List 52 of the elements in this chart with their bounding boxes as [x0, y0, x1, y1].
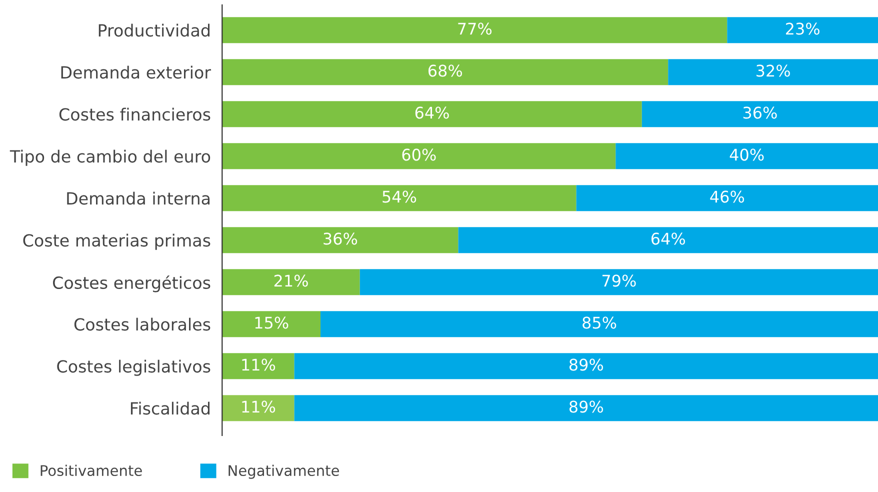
- y-tick-label: Costes legislativos: [57, 360, 210, 376]
- y-tick-label: Demanda exterior: [61, 66, 212, 79]
- data-label: 11%: [242, 400, 276, 413]
- bar: [458, 227, 878, 254]
- y-tick-label: Productividad: [98, 24, 210, 37]
- bar: [294, 395, 878, 422]
- y-tick-label: Costes energéticos: [52, 275, 210, 292]
- bar: [642, 101, 878, 128]
- data-label: 64%: [415, 106, 449, 119]
- bar: [222, 101, 642, 128]
- data-label: 36%: [743, 106, 777, 119]
- bar: [616, 143, 878, 170]
- bar: [222, 59, 668, 86]
- data-label: 32%: [756, 64, 790, 77]
- data-label: 36%: [324, 232, 358, 245]
- y-tick-label: Fiscalidad: [130, 402, 210, 415]
- y-tick-label: Demanda interna: [67, 192, 210, 205]
- y-tick-label: Costes laborales: [74, 318, 210, 331]
- bar: [360, 269, 878, 296]
- bar: [222, 185, 576, 212]
- data-label: 54%: [382, 190, 416, 203]
- bar: [576, 185, 878, 212]
- bar: [222, 269, 360, 296]
- data-label: 79%: [602, 274, 636, 287]
- bar: [222, 353, 294, 380]
- data-label: 64%: [651, 232, 685, 245]
- bar: [222, 143, 616, 170]
- bar: [727, 17, 878, 44]
- y-tick-label: Costes financieros: [59, 108, 210, 121]
- bar: [294, 353, 878, 380]
- bar: [668, 59, 878, 86]
- bar: [222, 227, 458, 254]
- data-label: 89%: [569, 358, 604, 371]
- legend-label: Positivamente: [40, 464, 142, 476]
- y-tick-label: Tipo de cambio del euro: [10, 150, 210, 166]
- data-label: 60%: [402, 148, 436, 161]
- y-tick-label: Coste materias primas: [23, 234, 210, 250]
- bar: [222, 311, 321, 338]
- data-label: 21%: [274, 274, 308, 287]
- data-label: 23%: [786, 22, 820, 35]
- data-label: 15%: [255, 316, 288, 329]
- bar: [222, 17, 728, 44]
- data-label: 68%: [428, 64, 462, 77]
- data-label: 85%: [582, 316, 616, 329]
- data-label: 77%: [458, 22, 492, 35]
- bar: [222, 395, 294, 422]
- data-label: 89%: [569, 400, 604, 413]
- data-label: 46%: [710, 190, 744, 203]
- legend-label: Negativamente: [228, 464, 339, 479]
- data-label: 11%: [242, 358, 276, 371]
- data-label: 40%: [730, 148, 764, 161]
- bar: [320, 311, 878, 338]
